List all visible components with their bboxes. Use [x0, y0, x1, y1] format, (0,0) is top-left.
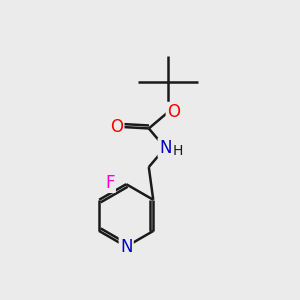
Text: O: O	[110, 118, 123, 136]
Text: N: N	[159, 139, 171, 157]
Text: F: F	[105, 174, 115, 192]
Text: O: O	[167, 103, 180, 121]
Text: H: H	[172, 144, 183, 158]
Text: N: N	[120, 238, 133, 256]
